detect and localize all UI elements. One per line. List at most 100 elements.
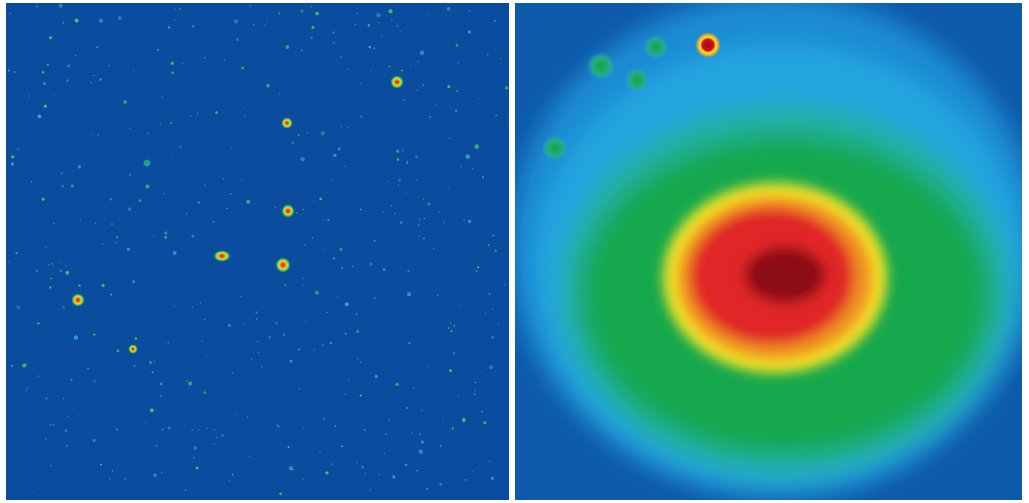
faint-star: [494, 20, 496, 22]
faint-star: [200, 302, 201, 303]
faint-star: [232, 372, 233, 373]
faint-star: [38, 115, 42, 119]
faint-star: [357, 358, 358, 359]
faint-star: [341, 445, 343, 447]
faint-star: [298, 348, 300, 350]
faint-star: [348, 380, 349, 381]
faint-star: [162, 428, 164, 430]
faint-star: [427, 13, 428, 14]
faint-star: [92, 134, 93, 135]
faint-star: [266, 20, 267, 21]
faint-star: [133, 70, 134, 71]
faint-star: [247, 416, 248, 417]
faint-star: [173, 251, 177, 255]
point-source: [695, 32, 721, 58]
faint-star: [456, 90, 458, 92]
faint-star: [163, 193, 165, 195]
faint-star: [341, 126, 342, 127]
faint-star: [406, 193, 407, 194]
faint-star: [51, 263, 53, 265]
faint-star: [100, 464, 102, 466]
faint-star: [492, 336, 494, 338]
faint-star: [182, 63, 183, 64]
faint-star: [389, 420, 391, 422]
faint-star: [59, 4, 63, 8]
faint-star: [397, 25, 399, 27]
faint-star: [45, 247, 46, 248]
faint-star: [112, 470, 114, 472]
faint-star: [429, 116, 431, 118]
faint-star: [251, 358, 253, 360]
faint-star: [190, 115, 192, 117]
faint-star: [124, 478, 126, 480]
faint-star: [135, 337, 137, 339]
faint-star: [447, 7, 450, 10]
faint-star: [463, 421, 465, 423]
faint-star: [397, 158, 400, 161]
faint-star: [463, 220, 464, 221]
faint-star: [475, 144, 480, 149]
faint-star: [469, 10, 471, 12]
faint-star: [53, 424, 55, 426]
faint-star: [206, 428, 208, 430]
faint-star: [385, 433, 387, 435]
faint-star: [356, 13, 358, 15]
faint-star: [360, 209, 362, 211]
faint-star: [428, 203, 431, 206]
faint-star: [50, 424, 52, 426]
faint-star: [319, 198, 322, 201]
faint-star: [427, 365, 428, 366]
faint-star: [29, 394, 30, 395]
faint-star: [319, 451, 320, 452]
faint-star: [62, 22, 64, 24]
faint-star: [457, 62, 458, 63]
faint-star: [476, 270, 478, 272]
faint-star: [257, 341, 259, 343]
faint-star: [455, 109, 458, 112]
faint-star: [423, 84, 425, 86]
faint-star: [348, 68, 350, 70]
faint-star: [481, 372, 482, 373]
faint-star: [45, 397, 47, 399]
bright-star: [71, 293, 85, 307]
faint-star: [109, 478, 111, 480]
faint-star: [230, 193, 231, 194]
faint-star: [325, 471, 328, 474]
faint-star: [285, 45, 289, 49]
faint-star: [22, 364, 26, 368]
faint-star: [312, 237, 313, 238]
faint-star: [160, 123, 161, 124]
faint-star: [418, 61, 419, 62]
faint-star: [232, 474, 234, 476]
faint-star: [42, 71, 44, 73]
faint-star: [174, 9, 176, 11]
faint-star: [161, 97, 162, 98]
faint-star: [206, 356, 207, 357]
faint-star: [473, 393, 475, 395]
faint-star: [157, 49, 159, 51]
bright-star: [213, 250, 231, 262]
faint-star: [301, 157, 305, 161]
faint-star: [49, 286, 51, 288]
faint-star: [53, 94, 54, 95]
faint-star: [419, 235, 420, 236]
faint-star: [302, 285, 303, 286]
faint-star: [132, 280, 135, 283]
faint-star: [111, 223, 113, 225]
faint-star: [145, 184, 149, 188]
faint-star: [266, 84, 269, 87]
faint-star: [76, 335, 78, 337]
faint-star: [118, 16, 122, 20]
page-body: (() => { const data = JSON.parse(documen…: [0, 0, 1029, 503]
faint-star: [60, 270, 63, 273]
faint-star: [197, 201, 200, 204]
faint-star: [231, 148, 232, 149]
faint-star: [160, 395, 162, 397]
faint-star: [409, 342, 411, 344]
bright-star: [143, 159, 151, 167]
faint-star: [128, 207, 132, 211]
faint-star: [391, 19, 392, 20]
faint-star: [370, 71, 371, 72]
faint-star: [186, 213, 188, 215]
faint-star: [74, 336, 78, 340]
